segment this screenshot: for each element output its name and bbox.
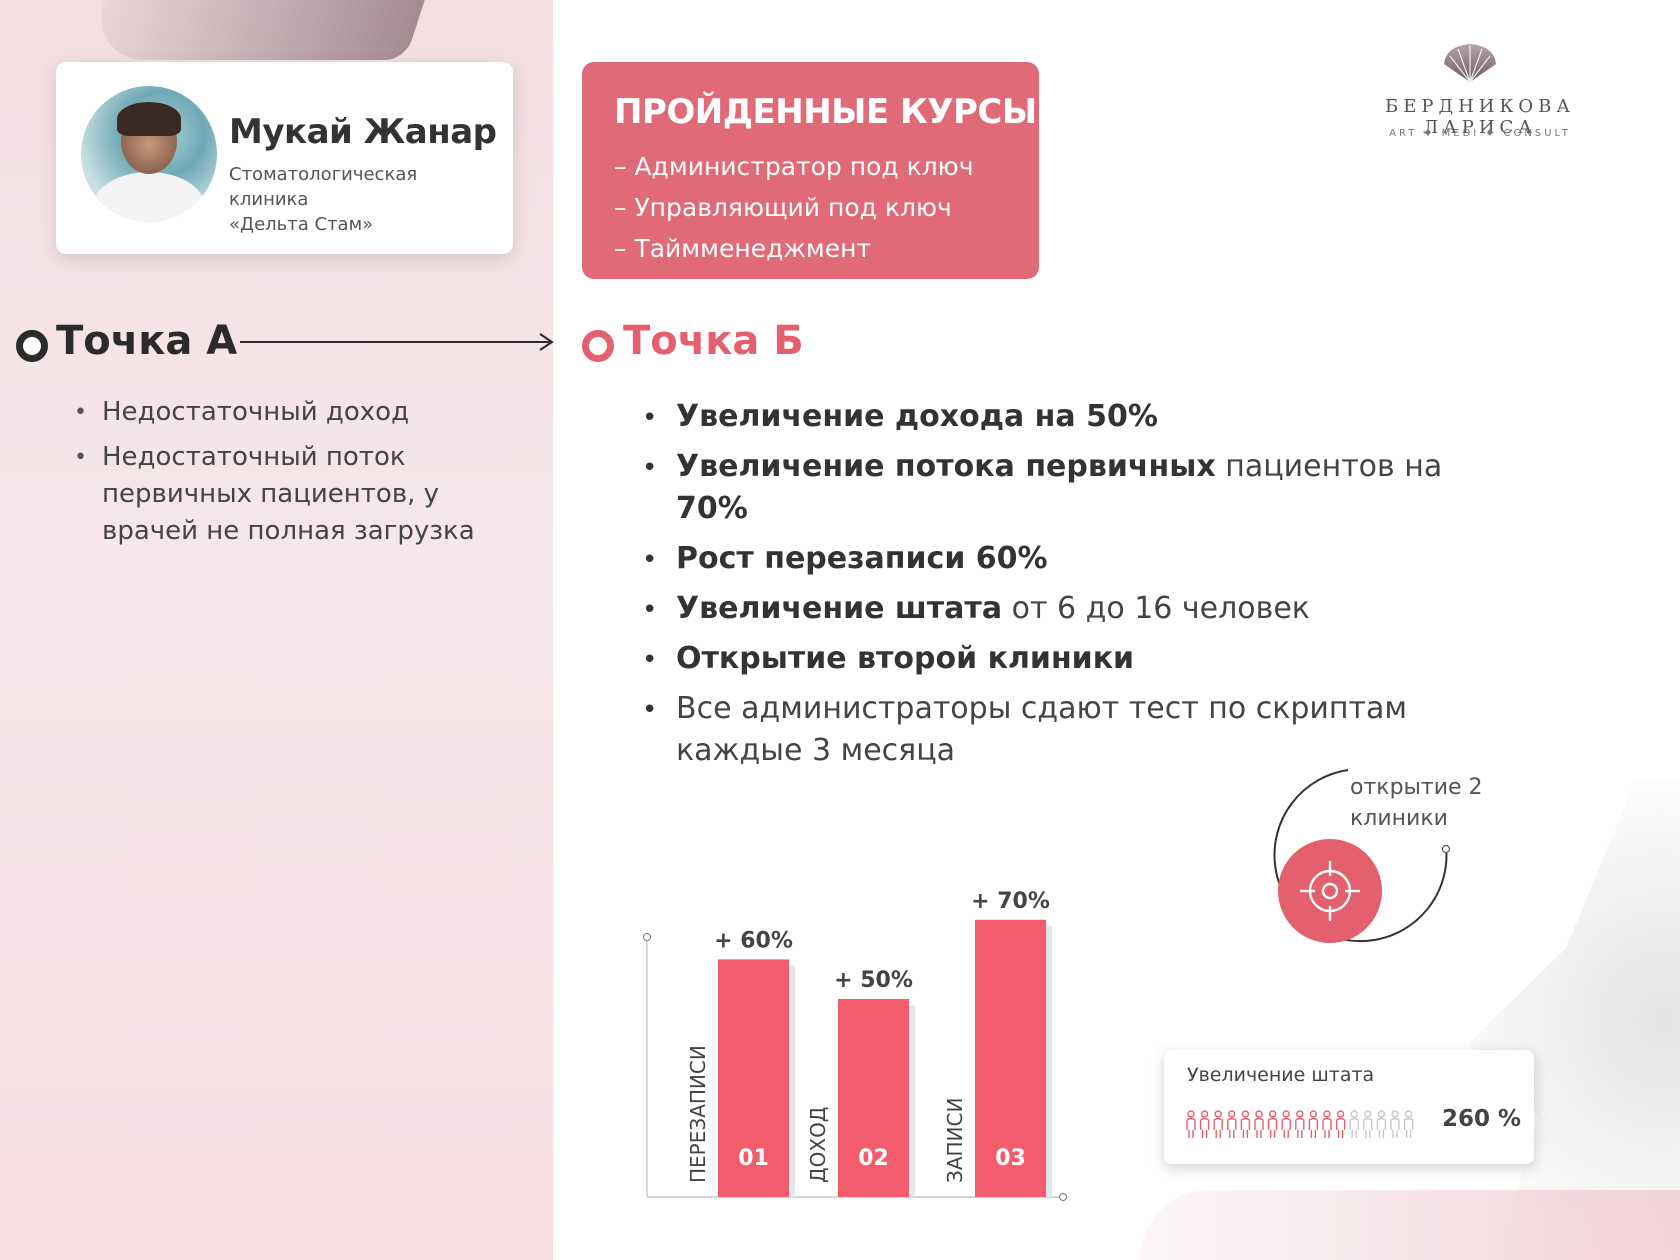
decorative-brush-stroke — [1140, 1190, 1680, 1260]
point-b-item: Все администраторы сдают тест по скрипта… — [640, 688, 1520, 772]
point-a-item: Недостаточный поток первичных пациентов,… — [74, 439, 494, 550]
staff-title: Увеличение штата — [1187, 1064, 1375, 1086]
arrow-right-icon — [240, 333, 554, 351]
point-a-title: Точка А — [56, 318, 238, 364]
courses-list: – Администратор под ключ – Управляющий п… — [614, 146, 973, 269]
logo-name: БЕРДНИКОВА ЛАРИСА — [1384, 96, 1576, 138]
bar-number-label: 01 — [738, 1146, 769, 1171]
bar-value-label: + 50% — [834, 968, 913, 993]
shell-icon — [1444, 44, 1496, 83]
decorative-brush-stroke — [85, 0, 425, 60]
category-label: ЗАПИСИ — [943, 1098, 967, 1183]
person-icon — [1335, 1110, 1346, 1138]
bar — [975, 919, 1046, 1197]
point-a-marker — [16, 330, 48, 362]
profile-name: Мукай Жанар — [229, 112, 497, 152]
logo-subtitle: ART ♦ MEDI ♦ CONSULT — [1389, 128, 1571, 139]
profile-clinic: Стоматологическая клиника «Дельта Стам» — [229, 162, 499, 237]
axis-end-marker — [1059, 1193, 1067, 1201]
person-icon — [1227, 1110, 1237, 1138]
bar — [718, 959, 789, 1197]
point-a-item: Недостаточный доход — [74, 394, 494, 431]
point-b-title: Точка Б — [623, 318, 804, 364]
avatar — [81, 86, 217, 222]
staff-increase-card: Увеличение штата 260 % — [1164, 1050, 1534, 1164]
category-label: ДОХОД — [806, 1107, 830, 1183]
crosshair-icon — [1300, 861, 1360, 921]
bar-value-label: + 60% — [714, 928, 793, 953]
person-icon — [1322, 1110, 1332, 1138]
clinic-name: «Дельта Стам» — [229, 214, 374, 235]
point-b-marker — [582, 330, 614, 362]
course-item: – Администратор под ключ — [614, 152, 974, 181]
course-item: – Управляющий под ключ — [614, 193, 952, 222]
target-caption-line: клиники — [1350, 806, 1448, 831]
courses-title: ПРОЙДЕННЫЕ КУРСЫ — [614, 92, 1037, 132]
bar — [838, 999, 909, 1197]
person-icon — [1376, 1110, 1387, 1138]
point-b-item: Открытие второй клиники — [640, 638, 1520, 681]
axis-end-marker — [643, 933, 651, 941]
target-caption-line: открытие 2 — [1350, 775, 1483, 800]
person-icon — [1254, 1110, 1264, 1138]
point-b-item: Увеличение штата от 6 до 16 человек — [640, 588, 1520, 631]
bar-number-label: 02 — [858, 1146, 889, 1171]
person-icon — [1363, 1110, 1373, 1138]
staff-value: 260 % — [1442, 1106, 1522, 1132]
course-item: – Таймменеджмент — [614, 234, 872, 263]
bar-value-label: + 70% — [971, 889, 1050, 914]
target-caption: открытие 2 клиники — [1350, 772, 1520, 834]
people-icons-row — [1186, 1110, 1414, 1138]
point-b-list: Увеличение дохода на 50% Увеличение пото… — [640, 396, 1520, 780]
category-label: ПЕРЕЗАПИСИ — [686, 1045, 710, 1183]
point-b-item: Рост перезаписи 60% — [640, 538, 1520, 581]
person-icon — [1403, 1110, 1414, 1138]
point-b-item: Увеличение потока первичных пациентов на… — [640, 446, 1520, 530]
person-icon — [1199, 1110, 1210, 1138]
person-icon — [1267, 1110, 1278, 1138]
person-icon — [1349, 1110, 1359, 1138]
brand-logo: БЕРДНИКОВА ЛАРИСА ART ♦ MEDI ♦ CONSULT — [1330, 40, 1630, 140]
clinic-type: Стоматологическая клиника — [229, 164, 418, 210]
courses-panel: ПРОЙДЕННЫЕ КУРСЫ – Администратор под клю… — [582, 62, 1039, 279]
target-widget: открытие 2 клиники — [1262, 760, 1502, 960]
person-icon — [1390, 1110, 1400, 1138]
person-icon — [1186, 1110, 1196, 1138]
profile-card: Мукай Жанар Стоматологическая клиника «Д… — [56, 62, 513, 254]
target-graphic — [1273, 769, 1451, 943]
person-icon — [1281, 1110, 1291, 1138]
person-icon — [1295, 1110, 1305, 1138]
growth-bar-chart: + 60% 01 ПЕРЕЗАПИСИ + 50% 02 ДОХОД + 70% 03 ЗАПИ… — [643, 889, 1067, 1201]
person-icon — [1308, 1110, 1319, 1138]
person-icon — [1213, 1110, 1223, 1138]
point-b-item: Увеличение дохода на 50% — [640, 396, 1520, 439]
bar-number-label: 03 — [995, 1146, 1026, 1171]
point-a-list: Недостаточный доход Недостаточный поток … — [74, 394, 494, 558]
person-icon — [1240, 1110, 1251, 1138]
